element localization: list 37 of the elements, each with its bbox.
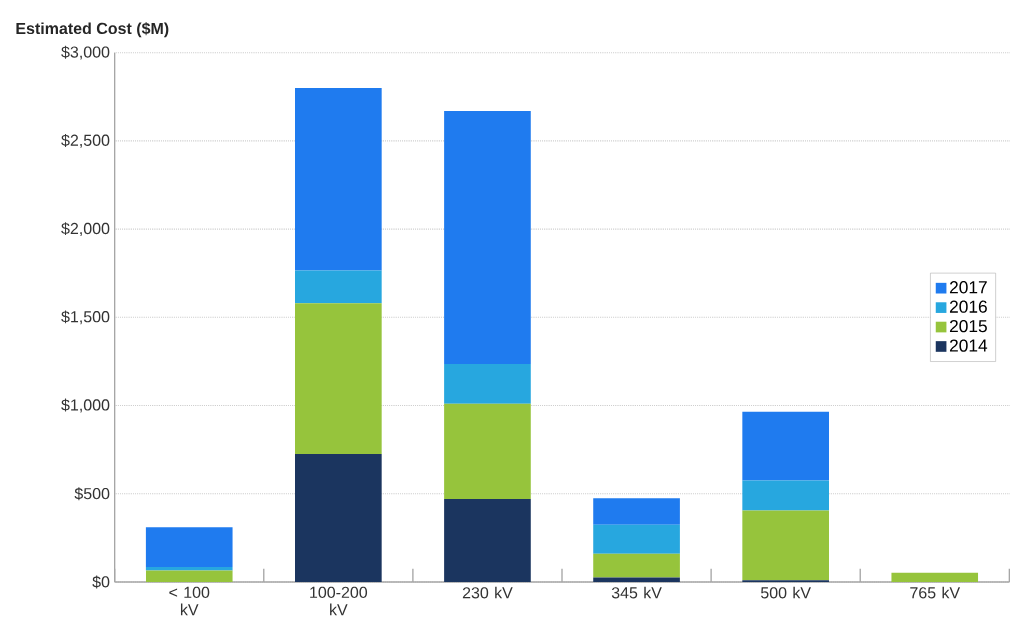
legend-label: 2017 (949, 281, 987, 294)
bar (145, 567, 233, 571)
bar (742, 411, 830, 481)
bar (295, 270, 382, 304)
y-tick-label: $2,500 (61, 134, 110, 148)
bar (593, 524, 680, 554)
bar (742, 480, 830, 511)
y-tick-label: $0 (92, 575, 110, 589)
y-axis-title: Estimated Cost ($M) (16, 22, 169, 38)
x-tick-label: 500 kV (760, 586, 811, 599)
x-tick-label: < 100 kV (169, 586, 210, 616)
bar (295, 303, 382, 455)
bar (444, 499, 531, 583)
x-tick-label: 765 kV (910, 586, 961, 599)
legend-label: 2015 (949, 320, 987, 333)
x-tick-label: 345 kV (611, 586, 662, 599)
bar (444, 364, 531, 404)
bar (295, 88, 382, 271)
bar (891, 572, 979, 583)
legend-label: 2016 (949, 300, 987, 313)
bar (145, 570, 233, 583)
y-tick-label: $1,000 (61, 398, 110, 413)
x-tick-label: 230 kV (462, 586, 513, 599)
bar (593, 553, 680, 578)
y-tick-label: $1,500 (61, 310, 110, 325)
x-tick-label: 100-200 kV (310, 586, 368, 616)
bar (593, 498, 680, 525)
bar (295, 454, 382, 583)
y-tick-label: $500 (74, 487, 110, 501)
bar (444, 403, 531, 500)
bar (593, 577, 680, 583)
legend-label: 2014 (949, 339, 988, 352)
bar (444, 111, 531, 365)
y-tick-label: $2,000 (61, 222, 110, 237)
bar (742, 510, 830, 581)
bar (145, 527, 233, 568)
y-tick-label: $3,000 (61, 45, 110, 60)
